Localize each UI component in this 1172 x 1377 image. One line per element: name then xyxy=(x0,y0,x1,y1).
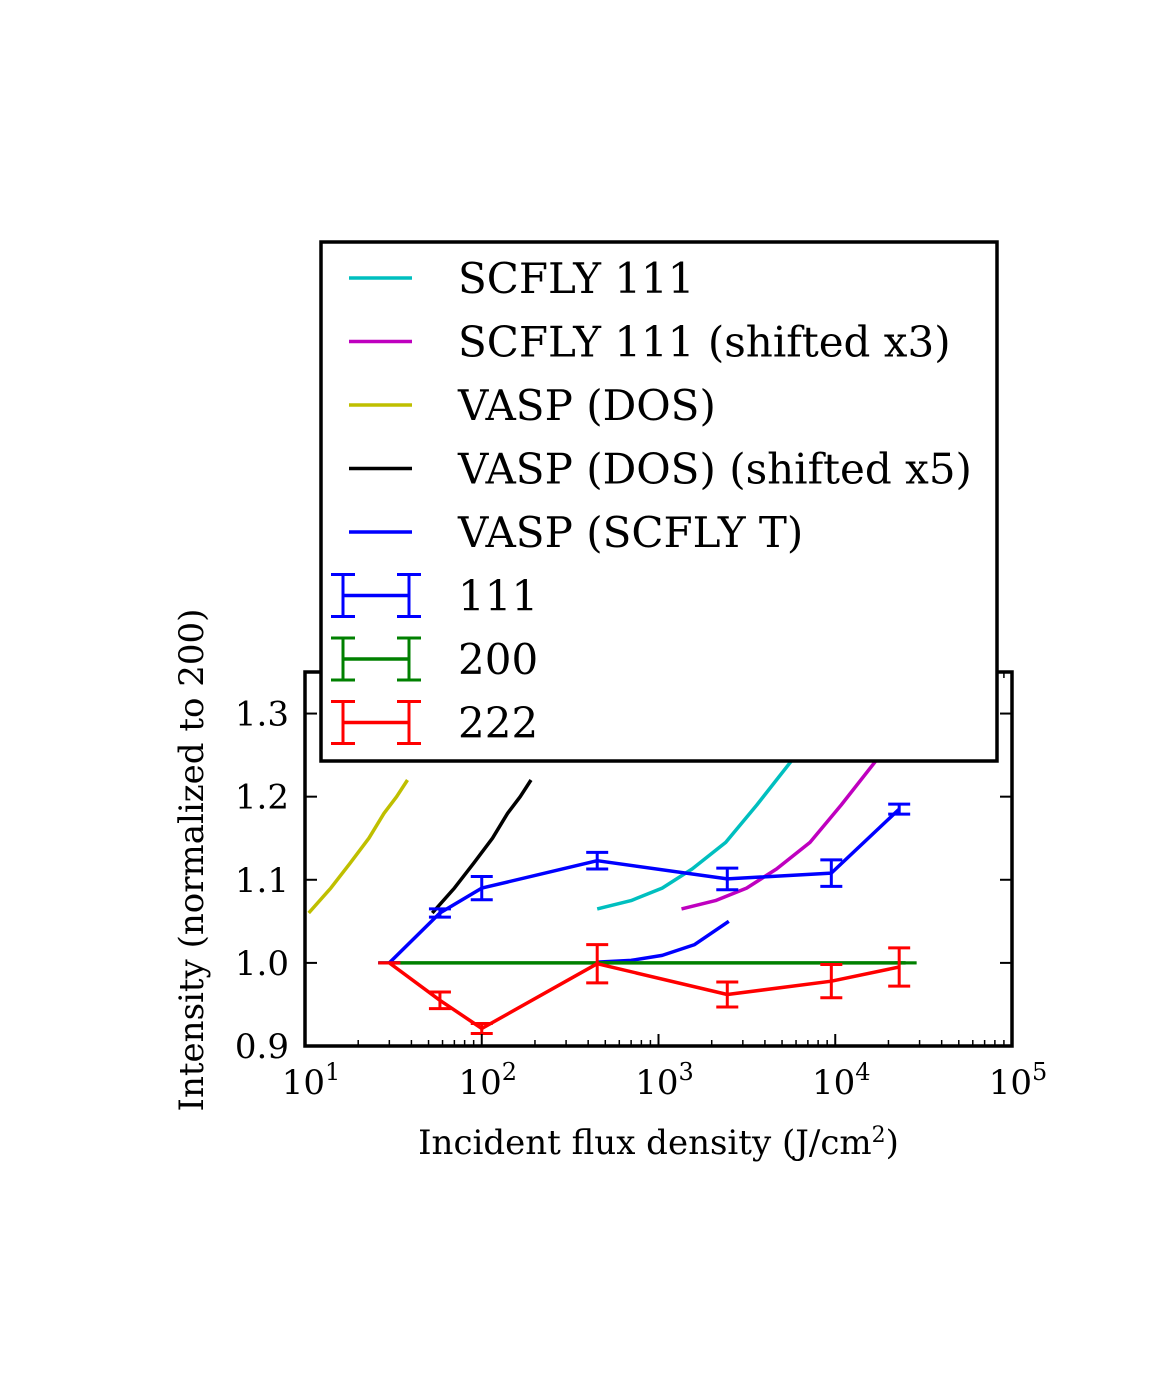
errorbar-111-6 xyxy=(888,802,911,816)
series-layer xyxy=(307,754,917,1036)
legend-item-vasp-scfly-t: VASP (SCFLY T) xyxy=(349,508,803,557)
errorbar-222-1 xyxy=(428,990,451,1011)
series-vasp-dos xyxy=(307,779,409,915)
series-scfly-111 xyxy=(596,754,798,911)
errorbar-222-6 xyxy=(888,946,911,988)
series-line-scfly-111 xyxy=(596,754,798,911)
series-line-vasp-scfly-t xyxy=(597,919,730,964)
x-tick-base: 10 xyxy=(282,1063,325,1103)
legend-item-vasp-dos: VASP (DOS) xyxy=(349,381,716,430)
legend: SCFLY 111 SCFLY 111 (shifted x3) VASP (DOS… xyxy=(319,240,999,763)
legend-item-111: 111 xyxy=(331,572,538,621)
y-axis-label: Intensity (normalized to 200) xyxy=(172,609,212,1112)
x-tick-exponent: 4 xyxy=(855,1058,870,1086)
x-axis-label-main: Incident flux density (J/cm xyxy=(418,1123,871,1163)
series-line-vasp-dos-shifted-x5 xyxy=(430,779,533,915)
series-line-vasp-dos xyxy=(307,779,409,915)
errorbar-222-2 xyxy=(470,1022,493,1036)
x-axis-label-suffix: ) xyxy=(886,1123,899,1163)
legend-item-222: 222 xyxy=(331,699,538,748)
y-tick-label: 1.0 xyxy=(235,944,289,984)
legend-item-scfly-111: SCFLY 111 xyxy=(349,254,695,303)
legend-item-scfly-111-shifted-x3: SCFLY 111 (shifted x3) xyxy=(349,318,951,367)
errorbar-222-5 xyxy=(820,963,843,1000)
series-111 xyxy=(378,802,911,965)
y-tick-label: 1.2 xyxy=(235,778,289,818)
errorbar-111-2 xyxy=(470,874,493,902)
x-tick-base: 10 xyxy=(812,1063,855,1103)
x-tick-label: 101 xyxy=(282,1058,341,1103)
x-tick-exponent: 1 xyxy=(325,1058,340,1086)
y-tick-label: 1.1 xyxy=(235,861,289,901)
errorbar-111-4 xyxy=(716,866,739,892)
series-scfly-111-shifted-x3 xyxy=(681,754,882,911)
x-tick-label: 102 xyxy=(458,1058,517,1103)
x-tick-base: 10 xyxy=(458,1063,501,1103)
legend-frame xyxy=(319,240,999,763)
errorbar-222-3 xyxy=(586,943,609,985)
x-tick-base: 10 xyxy=(989,1063,1032,1103)
x-axis-label-sup: 2 xyxy=(872,1123,886,1148)
legend-item-200: 200 xyxy=(331,635,538,684)
series-vasp-dos-shifted-x5 xyxy=(430,779,533,915)
legend-label: 111 xyxy=(458,572,538,621)
x-axis-label: Incident flux density (J/cm2) xyxy=(418,1123,899,1163)
legend-label: VASP (SCFLY T) xyxy=(457,508,803,557)
x-tick-exponent: 3 xyxy=(678,1058,693,1086)
legend-label: SCFLY 111 (shifted x3) xyxy=(458,318,951,367)
y-tick-label: 0.9 xyxy=(235,1027,289,1067)
legend-label: 200 xyxy=(458,635,538,684)
series-vasp-scfly-t xyxy=(597,919,730,964)
series-line-222 xyxy=(388,961,900,1031)
legend-label: VASP (DOS) (shifted x5) xyxy=(457,445,972,494)
x-tick-label: 105 xyxy=(989,1058,1048,1103)
errorbar-111-1 xyxy=(428,907,451,919)
y-tick-label: 1.3 xyxy=(235,695,289,735)
series-line-scfly-111-shifted-x3 xyxy=(681,754,882,911)
x-tick-label: 103 xyxy=(635,1058,694,1103)
errorbar-111-5 xyxy=(820,858,843,888)
x-tick-exponent: 5 xyxy=(1032,1058,1047,1086)
legend-label: SCFLY 111 xyxy=(458,254,695,303)
series-222 xyxy=(378,943,911,1036)
errorbar-222-4 xyxy=(716,980,739,1009)
x-tick-exponent: 2 xyxy=(502,1058,517,1086)
legend-item-vasp-dos-shifted-x5: VASP (DOS) (shifted x5) xyxy=(349,445,972,494)
plot-area xyxy=(307,754,917,1036)
errorbar-111-3 xyxy=(586,850,609,871)
legend-label: VASP (DOS) xyxy=(457,381,716,430)
legend-label: 222 xyxy=(458,699,538,748)
x-tick-base: 10 xyxy=(635,1063,678,1103)
x-tick-label: 104 xyxy=(812,1058,871,1103)
